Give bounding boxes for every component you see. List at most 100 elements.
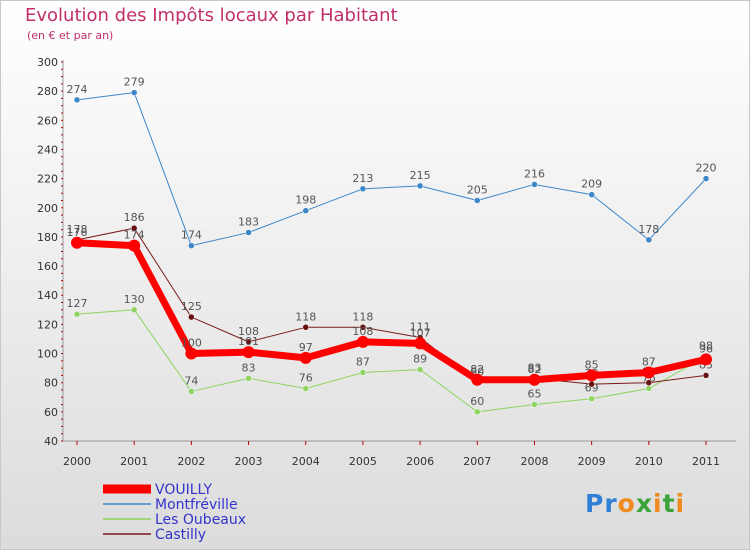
logo-letter: x	[635, 489, 653, 518]
data-point-vouilly	[71, 236, 83, 249]
data-label-vouilly: 97	[299, 341, 313, 354]
data-label-les-oubeaux: 89	[413, 353, 427, 366]
data-label-vouilly: 96	[699, 342, 713, 355]
data-label-les-oubeaux: 98	[699, 339, 713, 352]
data-label-montfr-ville: 220	[696, 162, 717, 175]
x-tick-label: 2010	[635, 455, 663, 468]
y-tick-label: 220	[37, 173, 58, 186]
data-label-castilly: 111	[410, 321, 431, 334]
data-point-vouilly	[128, 239, 141, 252]
y-tick-label: 60	[44, 406, 58, 419]
data-point-vouilly	[414, 337, 427, 350]
data-label-vouilly: 176	[67, 226, 88, 239]
data-label-les-oubeaux: 60	[470, 395, 484, 408]
data-point-les-oubeaux	[73, 310, 81, 318]
data-label-castilly: 186	[124, 211, 145, 224]
data-point-les-oubeaux	[359, 369, 367, 376]
x-tick-label: 2011	[692, 455, 720, 468]
y-tick-label: 100	[37, 348, 58, 361]
data-label-les-oubeaux: 65	[527, 388, 541, 401]
y-tick-label: 260	[37, 114, 58, 127]
data-point-les-oubeaux	[416, 366, 424, 373]
logo-letter: i	[653, 489, 663, 518]
data-point-montfr-ville	[588, 191, 595, 198]
data-label-montfr-ville: 209	[581, 178, 602, 191]
data-label-vouilly: 87	[642, 355, 656, 368]
data-label-montfr-ville: 216	[524, 167, 545, 180]
data-label-vouilly: 101	[238, 335, 259, 348]
proxiti-logo: Proxiti	[585, 489, 685, 518]
data-label-montfr-ville: 205	[467, 183, 488, 196]
data-label-vouilly: 82	[470, 363, 484, 376]
data-label-les-oubeaux: 83	[242, 361, 256, 374]
data-point-les-oubeaux	[188, 388, 195, 395]
data-label-les-oubeaux: 76	[299, 372, 313, 385]
x-tick-label: 2005	[349, 455, 377, 468]
data-point-montfr-ville	[359, 185, 367, 193]
data-label-vouilly: 82	[527, 363, 541, 376]
y-tick-label: 180	[37, 231, 58, 244]
data-point-vouilly	[299, 351, 312, 364]
data-point-montfr-ville	[474, 197, 481, 204]
data-label-vouilly: 108	[352, 325, 373, 338]
data-point-les-oubeaux	[302, 385, 309, 392]
chart-title: Evolution des Impôts locaux par Habitant	[25, 5, 398, 26]
data-label-castilly: 118	[352, 310, 373, 323]
data-point-castilly	[188, 313, 195, 321]
data-point-vouilly	[700, 353, 712, 366]
logo-letter: r	[604, 489, 618, 518]
logo-letter: o	[617, 489, 636, 518]
legend-label-montfr-ville: Montfréville	[155, 497, 238, 513]
data-point-montfr-ville	[188, 242, 195, 249]
data-point-montfr-ville	[531, 181, 538, 188]
data-point-montfr-ville	[302, 207, 309, 214]
series-line-castilly	[76, 227, 707, 385]
data-label-les-oubeaux: 74	[184, 374, 198, 387]
data-point-castilly	[130, 224, 138, 232]
data-label-vouilly: 107	[410, 326, 431, 339]
y-tick-label: 160	[37, 260, 58, 273]
x-tick-label: 2009	[578, 455, 606, 468]
y-tick-label: 80	[44, 377, 58, 390]
data-label-vouilly: 100	[181, 337, 202, 350]
data-point-les-oubeaux	[474, 408, 481, 416]
data-point-montfr-ville	[245, 229, 252, 236]
y-tick-label: 240	[37, 143, 58, 156]
x-tick-label: 2002	[177, 455, 205, 468]
series-line-les-oubeaux	[76, 309, 707, 413]
data-point-montfr-ville	[73, 96, 81, 104]
data-point-castilly	[588, 380, 595, 388]
data-label-montfr-ville: 198	[295, 194, 316, 207]
data-label-castilly: 178	[67, 223, 88, 236]
data-point-les-oubeaux	[645, 385, 653, 392]
logo-letter: P	[585, 489, 605, 518]
data-point-castilly	[359, 324, 367, 331]
data-point-castilly	[245, 338, 252, 346]
legend-label-castilly: Castilly	[155, 527, 206, 543]
data-point-castilly	[702, 372, 710, 379]
series-line-vouilly	[76, 239, 707, 384]
y-tick-label: 280	[37, 85, 58, 98]
y-tick-label: 300	[37, 56, 58, 69]
x-tick-label: 2001	[120, 455, 148, 468]
x-tick-label: 2007	[463, 455, 491, 468]
legend-label-les-oubeaux: Les Oubeaux	[155, 512, 246, 528]
y-tick-label: 200	[37, 202, 58, 215]
data-point-montfr-ville	[645, 236, 653, 244]
data-point-vouilly	[528, 373, 541, 386]
data-label-castilly: 108	[238, 325, 259, 338]
data-label-castilly: 125	[181, 300, 202, 313]
data-label-vouilly: 85	[585, 358, 599, 371]
data-point-montfr-ville	[416, 182, 424, 190]
data-label-castilly: 83	[527, 361, 541, 374]
data-label-montfr-ville: 183	[238, 216, 259, 229]
series-line-montfr-ville	[76, 92, 707, 247]
data-label-montfr-ville: 178	[638, 223, 659, 236]
data-point-les-oubeaux	[245, 375, 252, 382]
data-label-montfr-ville: 174	[181, 229, 202, 242]
logo-letter: i	[675, 489, 686, 518]
data-point-montfr-ville	[130, 89, 138, 96]
data-label-montfr-ville: 274	[67, 83, 88, 96]
